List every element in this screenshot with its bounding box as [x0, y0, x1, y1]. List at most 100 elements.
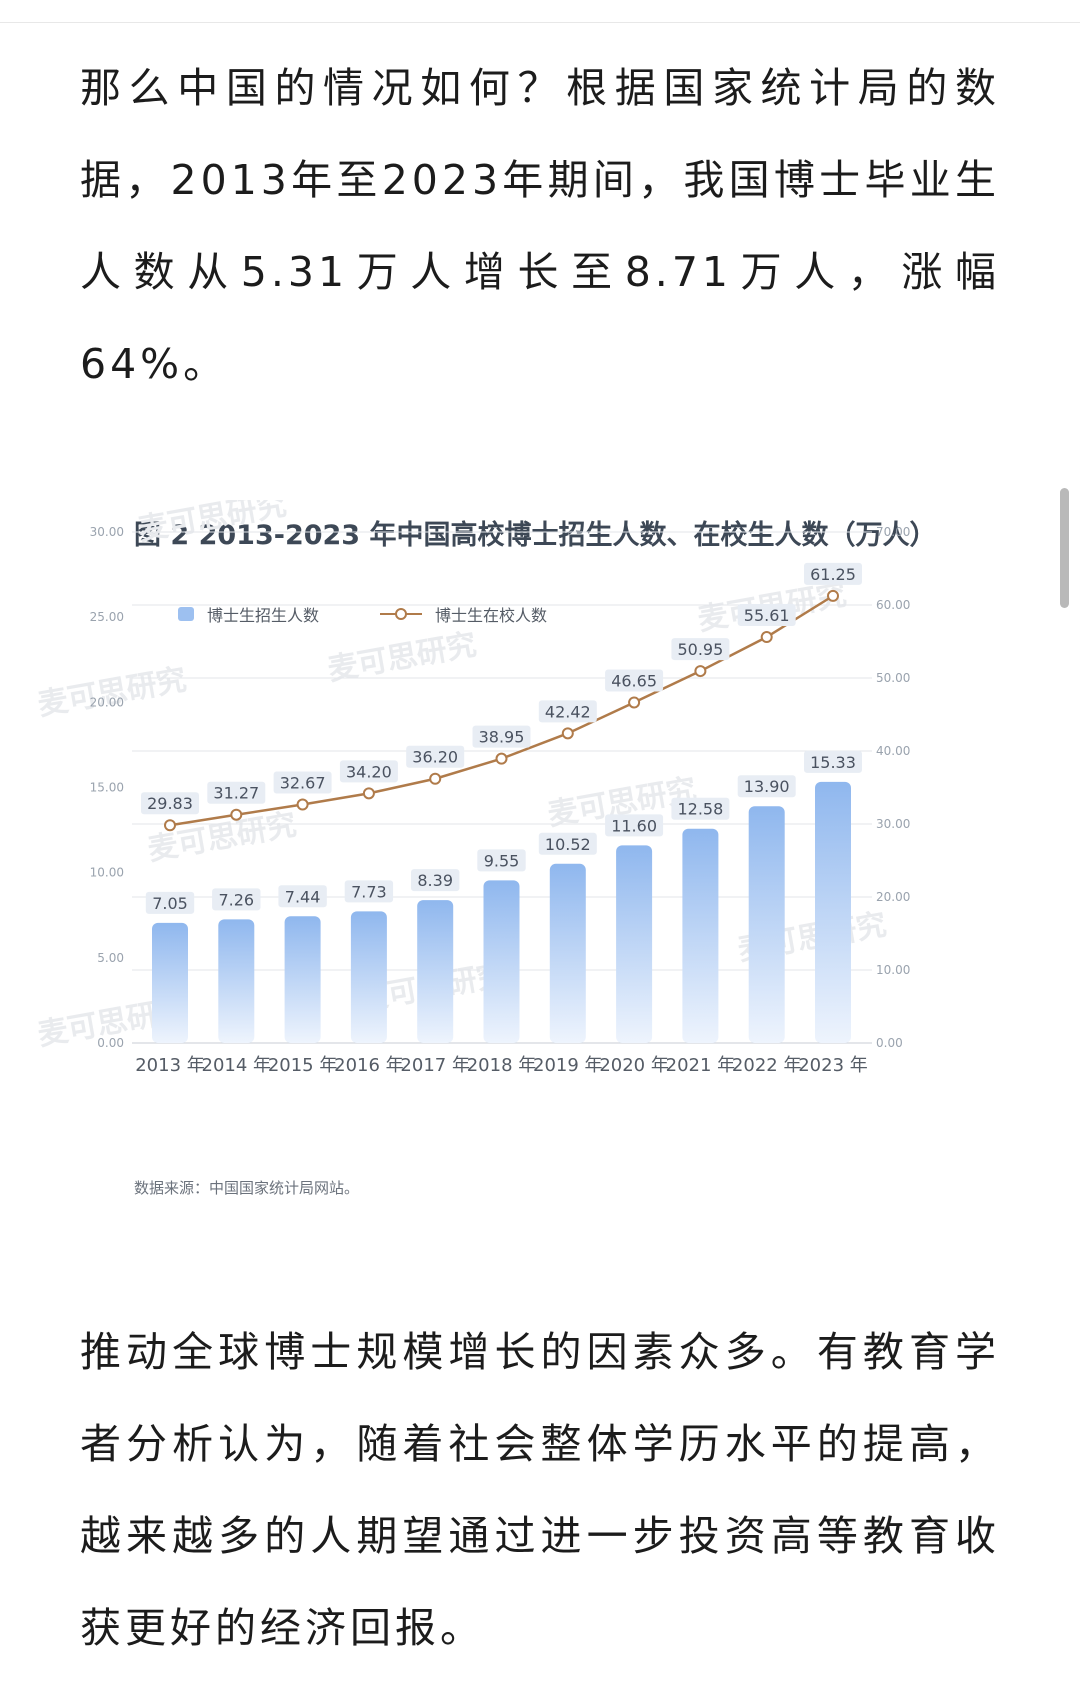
bar-label-bg — [411, 869, 460, 892]
line-point — [164, 819, 176, 832]
bar-label-bg — [145, 891, 195, 914]
bar — [152, 922, 188, 1043]
line-point — [628, 696, 641, 709]
bar-label-bg — [671, 797, 730, 820]
line-label: 36.20 — [412, 748, 458, 767]
bar-label-bg — [605, 814, 664, 837]
bar-label: 7.05 — [152, 894, 188, 913]
left-axis-tick: 5.00 — [97, 951, 124, 965]
chart-source: 数据来源：中国国家统计局网站。 — [134, 1179, 359, 1197]
bar-label: 7.44 — [285, 887, 321, 906]
bar-label-bg — [477, 849, 526, 872]
bar — [682, 828, 719, 1043]
scrollbar-thumb[interactable] — [1060, 488, 1069, 608]
bar — [218, 919, 255, 1043]
line-label: 46.65 — [611, 671, 657, 690]
article-paragraph-1: 那么中国的情况如何？根据国家统计局的数据，2013年至2023年期间，我国博士毕… — [80, 64, 1000, 388]
right-axis-tick: 50.00 — [876, 671, 910, 685]
line-label: 32.67 — [280, 774, 326, 793]
bar — [350, 911, 387, 1043]
bar-label: 8.39 — [417, 871, 453, 890]
right-axis-tick: 40.00 — [876, 744, 910, 758]
bar — [483, 880, 520, 1043]
bar-label-bg — [212, 888, 261, 911]
line-label-bg — [538, 700, 597, 723]
line-label-bg — [141, 792, 199, 815]
watermark: 麦可思研究 — [35, 662, 189, 723]
line-label-bg — [406, 745, 465, 768]
line-label-bg — [804, 562, 862, 585]
bar-label: 15.33 — [810, 753, 856, 772]
x-axis-tick: 2020 年 — [599, 1055, 669, 1076]
line-label: 50.95 — [677, 640, 723, 659]
line-point — [760, 631, 773, 644]
x-axis-tick: 2019 年 — [533, 1055, 603, 1076]
bar-label-bg — [804, 750, 862, 773]
bar — [815, 781, 851, 1043]
line-label-bg — [207, 781, 266, 804]
line-label: 55.61 — [744, 606, 790, 625]
x-axis-tick: 2021 年 — [666, 1055, 736, 1076]
line-point — [230, 808, 243, 821]
legend-label-line: 博士生在校人数 — [435, 606, 547, 625]
left-axis-tick: 15.00 — [90, 781, 124, 795]
line-label-bg — [737, 604, 796, 627]
bar-label-bg — [278, 885, 327, 908]
line-label: 42.42 — [545, 702, 591, 721]
x-axis-tick: 2018 年 — [467, 1055, 537, 1076]
legend-swatch-bars — [178, 607, 194, 621]
right-axis-tick: 60.00 — [876, 598, 910, 612]
line-point — [827, 589, 839, 602]
bar-label: 11.60 — [611, 816, 657, 835]
line-label: 31.27 — [213, 784, 259, 803]
right-axis-tick: 70.00 — [876, 525, 910, 539]
bar — [284, 916, 321, 1043]
bar-label-bg — [538, 832, 597, 855]
line-point — [296, 798, 309, 811]
bar-label: 9.55 — [484, 851, 520, 870]
x-axis-tick: 2016 年 — [334, 1055, 404, 1076]
bar-label: 7.73 — [351, 882, 387, 901]
line-label-bg — [671, 638, 730, 661]
bar — [748, 806, 785, 1043]
top-divider — [0, 22, 1080, 23]
line-label: 29.83 — [147, 794, 193, 813]
bar-label: 10.52 — [545, 835, 591, 854]
right-axis-tick: 30.00 — [876, 817, 910, 831]
article-paragraph-2: 推动全球博士规模增长的因素众多。有教育学者分析认为，随着社会整体学历水平的提高，… — [80, 1328, 1000, 1652]
right-axis-tick: 10.00 — [876, 963, 910, 977]
bar — [549, 863, 586, 1043]
x-axis-tick: 2014 年 — [202, 1055, 272, 1076]
x-axis-tick: 2017 年 — [400, 1055, 470, 1076]
chart-figure: 图 2 2013-2023 年中国高校博士招生人数、在校生人数（万人） 麦可思研… — [0, 500, 1080, 1220]
right-axis-tick: 20.00 — [876, 890, 910, 904]
line-label-bg — [605, 669, 664, 692]
bar-label-bg — [737, 775, 796, 798]
line-label: 38.95 — [479, 728, 525, 747]
bar — [417, 900, 454, 1043]
line-point — [362, 787, 375, 800]
bar-label: 12.58 — [677, 800, 723, 819]
legend-label-bars: 博士生招生人数 — [207, 606, 319, 625]
line-label-bg — [472, 725, 531, 748]
left-axis-tick: 10.00 — [90, 866, 124, 880]
right-axis-tick: 0.00 — [876, 1036, 903, 1050]
x-axis-tick: 2015 年 — [268, 1055, 338, 1076]
chart-svg: 图 2 2013-2023 年中国高校博士招生人数、在校生人数（万人） 麦可思研… — [35, 500, 936, 1197]
legend-marker-line — [395, 608, 407, 620]
line-label-bg — [273, 771, 332, 794]
bar-label-bg — [344, 880, 394, 903]
left-axis-tick: 0.00 — [97, 1036, 124, 1050]
line-point — [694, 665, 707, 678]
bar-label: 7.26 — [218, 890, 254, 909]
watermark: 麦可思研究 — [325, 627, 479, 688]
left-axis-tick: 30.00 — [90, 525, 124, 539]
left-axis-tick: 25.00 — [90, 610, 124, 624]
x-axis-tick: 2013 年 — [135, 1055, 205, 1076]
line-point — [561, 727, 574, 740]
line-point — [429, 772, 442, 785]
line-label: 61.25 — [810, 565, 856, 584]
chart-title: 图 2 2013-2023 年中国高校博士招生人数、在校生人数（万人） — [134, 519, 936, 551]
x-axis-tick: 2023 年 — [798, 1055, 868, 1076]
line-label: 34.20 — [346, 762, 392, 781]
